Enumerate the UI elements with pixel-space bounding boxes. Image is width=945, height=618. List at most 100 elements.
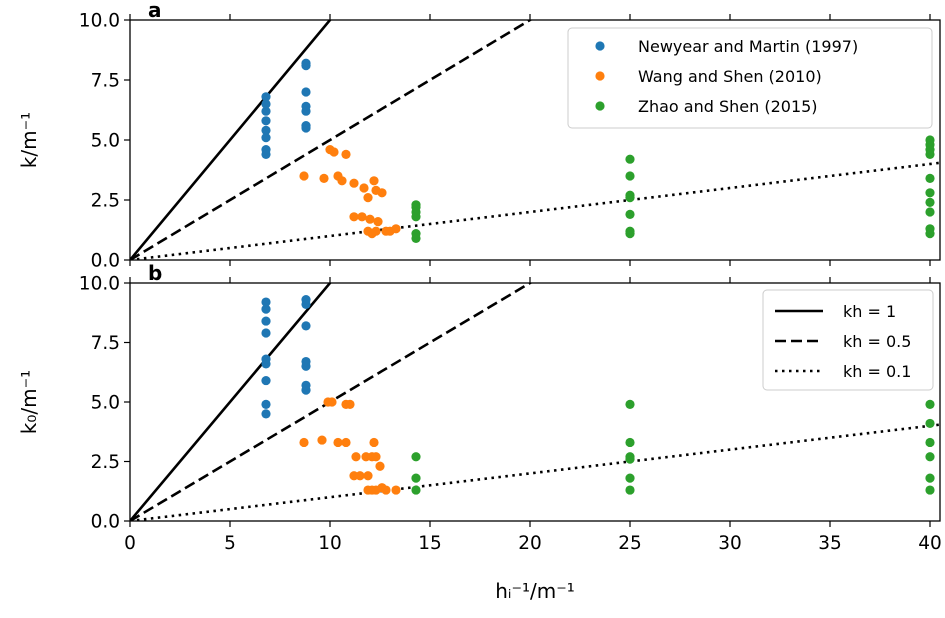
data-point [261,125,271,135]
legend: Newyear and Martin (1997) Wang and Shen (… [567,27,933,129]
data-point [925,485,935,495]
data-point [363,193,373,203]
data-point [359,183,369,193]
data-point [625,171,635,181]
data-point [411,229,421,239]
legend-label: Wang and Shen (2010) [638,67,822,86]
x-tick-label: 30 [718,533,742,554]
y-tick-label: 10.0 [79,274,120,295]
data-point [301,380,311,390]
data-point [261,92,271,102]
data-point [261,106,271,116]
legend-marker [595,101,605,111]
data-point [381,485,391,495]
data-point [411,200,421,210]
data-point [301,321,311,331]
data-point [261,328,271,338]
series-3 [411,135,935,243]
data-point [261,409,271,419]
panel-b: 0 5 10 15 20 25 30 35 40 0.0 2.5 5.0 7.5 10.0 b k₀/m⁻¹ h… [17,261,942,603]
data-point [261,354,271,364]
panel-label: a [148,0,162,22]
x-tick-label: 0 [124,533,136,554]
data-point [261,145,271,155]
legend-label: kh = 1 [843,302,896,321]
data-point [925,473,935,483]
data-point [411,452,421,462]
data-point [357,212,367,222]
data-point [327,397,337,407]
data-point [349,212,359,222]
data-point [625,226,635,236]
y-tick-label: 5.0 [91,393,120,414]
data-point [625,190,635,200]
legend-label: kh = 0.1 [843,362,911,381]
data-point [625,209,635,219]
x-tick-label: 40 [918,533,942,554]
data-point [411,485,421,495]
reference-line-dotted [130,423,940,521]
data-point [299,437,309,448]
y-tick-label: 2.5 [91,452,120,473]
data-point [925,418,935,429]
legend-label: Zhao and Shen (2015) [638,97,818,116]
data-point [925,173,935,183]
legend-box [762,289,934,391]
data-point [261,99,271,109]
data-point [375,461,385,471]
panel-label: b [148,261,162,285]
data-point [625,154,635,164]
data-point [301,356,311,367]
data-point [411,473,421,483]
data-point [349,178,359,188]
legend-marker [595,41,605,51]
data-point [925,197,935,207]
data-point [625,399,635,409]
data-point [337,176,347,186]
data-point [371,226,381,236]
panel-a: 0.0 2.5 5.0 7.5 10.0 a k/m⁻¹ Newyear and Martin… [17,0,941,272]
data-point [925,437,935,448]
data-point [363,471,373,481]
series-1 [261,58,311,159]
data-point [261,304,271,314]
y-axis-label: k₀/m⁻¹ [17,370,41,434]
data-point [377,188,387,198]
data-point [341,149,351,159]
reference-line-dotted [130,161,940,260]
y-tick-label: 0.0 [91,251,120,272]
data-point [625,437,635,448]
y-axis-label: k/m⁻¹ [17,112,41,168]
x-tick-label: 25 [618,533,642,554]
data-point [317,435,327,445]
legend-label: kh = 0.5 [843,332,911,351]
data-point [355,471,365,481]
data-point [925,224,935,234]
data-point [925,452,935,462]
data-point [391,224,401,234]
series-2 [299,397,401,495]
series-1 [261,295,311,419]
data-point [261,399,271,409]
data-point [301,87,311,97]
data-point [261,375,271,386]
data-point [373,217,383,227]
y-tick-label: 2.5 [91,191,120,212]
data-point [319,173,329,183]
data-point [391,485,401,495]
x-axis-label: hᵢ⁻¹/m⁻¹ [495,579,575,603]
data-point [925,207,935,217]
data-point [365,214,375,224]
data-point [371,452,381,462]
legend-marker [595,71,605,81]
data-point [369,176,379,186]
data-point [301,295,311,305]
data-point [299,171,309,181]
data-point [329,147,339,157]
data-point [351,452,361,462]
x-tick-label: 20 [518,533,542,554]
series-3 [411,399,935,495]
legend-label: Newyear and Martin (1997) [638,37,858,56]
data-point [301,101,311,111]
